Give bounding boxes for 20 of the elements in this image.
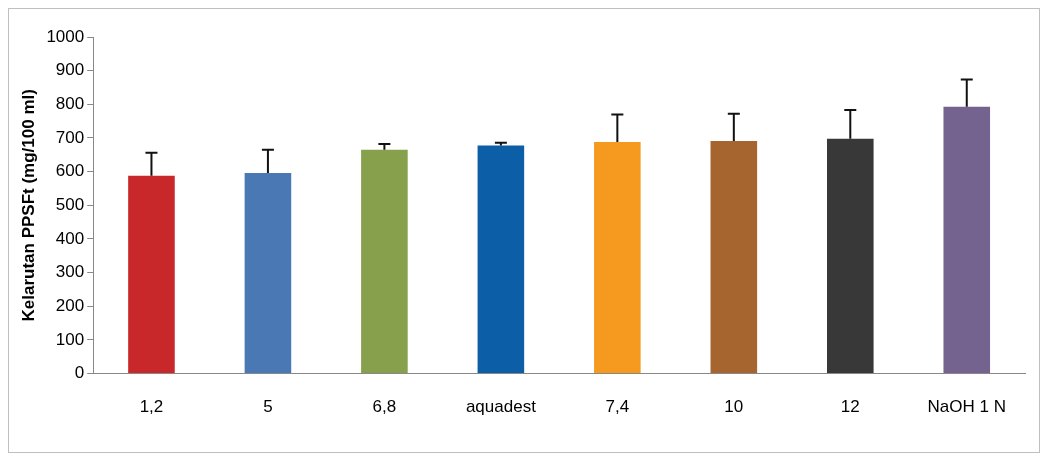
y-tick-label: 100 — [55, 329, 85, 349]
y-axis-title: Kelarutan PPSFt (mg/100 ml) — [18, 89, 38, 322]
x-tick-label: 6,8 — [372, 397, 397, 417]
y-tick-label: 400 — [55, 228, 85, 248]
x-tick-label: 10 — [724, 397, 744, 417]
x-tick-label: 12 — [840, 397, 860, 417]
y-tick-label: 500 — [55, 194, 85, 214]
x-tick-label: aquadest — [465, 397, 537, 417]
x-tick-label: 1,2 — [139, 397, 164, 417]
y-tick-label: 700 — [55, 127, 85, 147]
x-tick-label: 5 — [263, 397, 273, 417]
y-tick-label: 200 — [55, 295, 85, 315]
y-tick-label: 600 — [55, 161, 85, 181]
y-tick-label: 800 — [55, 94, 85, 114]
x-tick-label: 7,4 — [605, 397, 630, 417]
y-tick-label: 300 — [55, 262, 85, 282]
y-tick-label: 900 — [55, 60, 85, 80]
y-tick-label: 0 — [74, 363, 85, 383]
y-tick-label: 1000 — [46, 26, 85, 46]
x-tick-label: NaOH 1 N — [927, 397, 1006, 417]
